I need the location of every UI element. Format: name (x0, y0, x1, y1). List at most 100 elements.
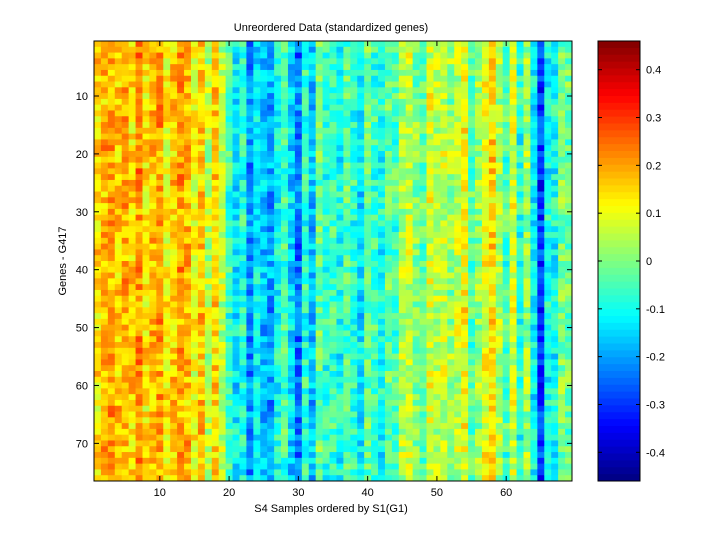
heatmap-cell (336, 365, 344, 372)
heatmap-cell (357, 58, 365, 65)
heatmap-cell (509, 145, 517, 152)
heatmap-cell (232, 347, 240, 355)
heatmap-cell (301, 301, 310, 308)
heatmap-cell (502, 168, 511, 175)
heatmap-cell (100, 46, 109, 53)
heatmap-cell (329, 359, 337, 366)
heatmap-cell (419, 139, 427, 146)
heatmap-cell (156, 284, 164, 291)
heatmap-cell (488, 457, 497, 465)
heatmap-cell (163, 428, 171, 436)
heatmap-cell (308, 353, 317, 360)
heatmap-cell (322, 295, 330, 302)
heatmap-cell (274, 272, 282, 279)
heatmap-cell (163, 399, 171, 407)
heatmap-cell (488, 342, 497, 349)
heatmap-cell (163, 365, 171, 372)
heatmap-cell (454, 133, 462, 140)
heatmap-cell (475, 243, 483, 250)
heatmap-cell (190, 330, 199, 337)
heatmap-cell (177, 336, 185, 343)
heatmap-cell (301, 58, 310, 65)
heatmap-cell (163, 301, 171, 308)
heatmap-cell (253, 278, 261, 285)
heatmap-cell (378, 463, 386, 470)
heatmap-cell (142, 475, 150, 482)
heatmap-cell (433, 405, 441, 412)
heatmap-cell (419, 64, 427, 71)
heatmap-cell (190, 237, 199, 245)
heatmap-cell (232, 162, 240, 169)
heatmap-cell (114, 110, 123, 117)
heatmap-cell (232, 249, 240, 256)
heatmap-cell (433, 376, 441, 383)
heatmap-cell (329, 110, 337, 117)
heatmap-cell (149, 81, 157, 88)
heatmap-cell (384, 318, 393, 326)
heatmap-cell (114, 220, 123, 227)
heatmap-cell (308, 289, 317, 297)
heatmap-cell (357, 162, 365, 169)
heatmap-cell (301, 75, 310, 82)
heatmap-cell (468, 411, 476, 418)
heatmap-cell (495, 307, 504, 314)
heatmap-cell (287, 214, 296, 221)
heatmap-cell (502, 64, 511, 71)
heatmap-cell (461, 133, 469, 140)
heatmap-cell (350, 156, 358, 163)
heatmap-cell (502, 237, 511, 245)
heatmap-cell (197, 249, 206, 256)
heatmap-cell (412, 284, 420, 291)
heatmap-cell (481, 237, 490, 245)
heatmap-cell (447, 347, 455, 355)
heatmap-cell (398, 98, 407, 106)
heatmap-cell (440, 133, 448, 140)
heatmap-cell (405, 46, 414, 53)
heatmap-cell (322, 98, 330, 106)
heatmap-cell (156, 203, 164, 210)
heatmap-cell (364, 324, 372, 331)
heatmap-cell (343, 243, 351, 250)
heatmap-cell (281, 214, 289, 221)
heatmap-cell (391, 104, 400, 111)
heatmap-cell (197, 463, 206, 470)
heatmap-cell (364, 64, 372, 71)
heatmap-cell (523, 226, 531, 233)
heatmap-cell (156, 278, 164, 285)
heatmap-cell (384, 185, 393, 192)
heatmap-cell (516, 411, 524, 418)
heatmap-cell (495, 446, 504, 453)
heatmap-cell (371, 388, 379, 395)
heatmap-cell (315, 411, 324, 418)
heatmap-cell (211, 318, 220, 326)
heatmap-cell (163, 359, 171, 366)
heatmap-cell (267, 93, 275, 100)
heatmap-cell (391, 446, 400, 453)
heatmap-cell (461, 434, 469, 441)
heatmap-cell (475, 197, 483, 204)
heatmap-cell (274, 330, 282, 337)
heatmap-cell (94, 133, 102, 140)
heatmap-cell (253, 359, 261, 366)
heatmap-cell (322, 301, 330, 308)
heatmap-cell (371, 145, 379, 152)
heatmap-cell (523, 313, 531, 320)
heatmap-cell (384, 388, 393, 395)
heatmap-cell (336, 284, 344, 291)
heatmap-cell (128, 388, 136, 395)
heatmap-cell (454, 336, 462, 343)
heatmap-cell (253, 139, 261, 146)
heatmap-cell (190, 353, 199, 360)
heatmap-cell (447, 232, 455, 239)
heatmap-cell (239, 87, 247, 94)
heatmap-cell (232, 353, 240, 360)
heatmap-cell (516, 168, 524, 175)
heatmap-cell (287, 284, 296, 291)
heatmap-cell (301, 168, 310, 175)
heatmap-cell (488, 87, 497, 94)
heatmap-cell (398, 46, 407, 53)
heatmap-cell (163, 116, 171, 123)
heatmap-cell (260, 330, 268, 337)
heatmap-cell (260, 399, 268, 407)
heatmap-cell (287, 156, 296, 163)
